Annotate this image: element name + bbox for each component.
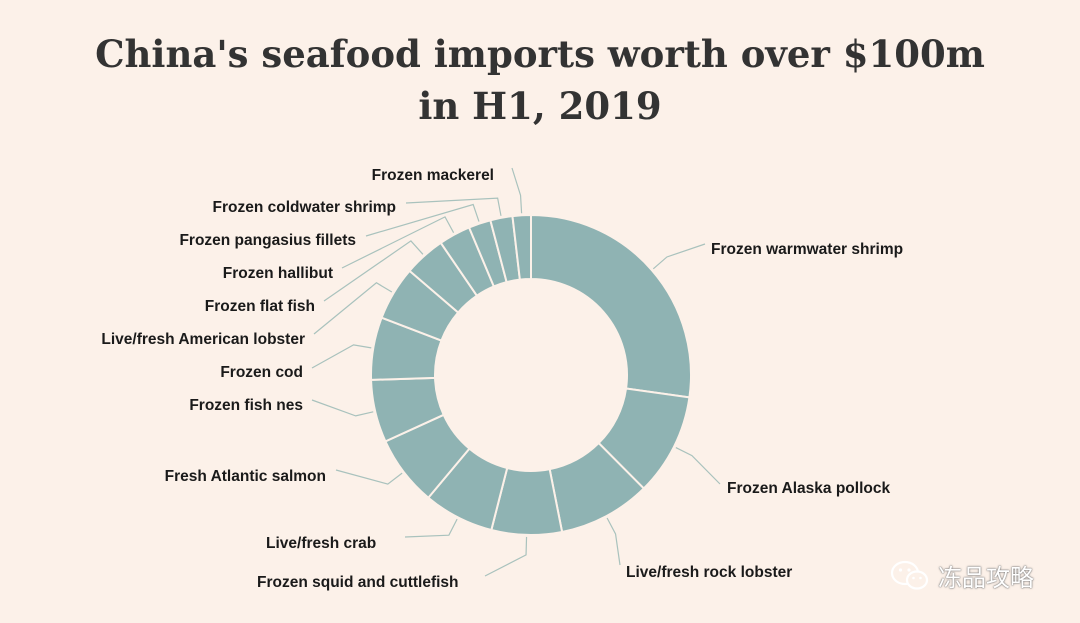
slice-label: Frozen fish nes bbox=[189, 397, 303, 414]
watermark: 冻品攻略 bbox=[890, 558, 1034, 593]
leader-line bbox=[335, 469, 403, 485]
leader-line bbox=[365, 203, 480, 237]
leader-line bbox=[652, 243, 706, 270]
slice-label: Frozen cod bbox=[220, 364, 303, 381]
leader-line bbox=[323, 240, 424, 302]
leader-line bbox=[313, 282, 393, 335]
slice-label: Frozen coldwater shrimp bbox=[213, 199, 396, 216]
chart-title-line: in H1, 2019 bbox=[418, 84, 662, 128]
slice-label: Fresh Atlantic salmon bbox=[165, 468, 326, 485]
slice-label: Frozen pangasius fillets bbox=[179, 232, 356, 249]
slice-label: Frozen warmwater shrimp bbox=[711, 241, 903, 258]
slice-label: Frozen Alaska pollock bbox=[727, 480, 890, 497]
slice-label: Live/fresh American lobster bbox=[101, 331, 305, 348]
leader-line bbox=[311, 344, 372, 369]
leader-line bbox=[404, 518, 458, 538]
watermark-text: 冻品攻略 bbox=[938, 564, 1034, 592]
chart-title: China's seafood imports worth over $100m… bbox=[0, 28, 1080, 132]
wechat-icon bbox=[890, 560, 929, 590]
slice-frozen-warmwater-shrimp bbox=[530, 213, 692, 399]
slice-label: Frozen squid and cuttlefish bbox=[257, 574, 459, 591]
slice-label: Frozen mackerel bbox=[372, 167, 494, 184]
leader-line bbox=[405, 197, 502, 216]
slice-label: Live/fresh crab bbox=[266, 535, 376, 552]
leader-line bbox=[484, 536, 528, 577]
leader-line bbox=[511, 167, 523, 214]
leader-line bbox=[341, 216, 455, 269]
slice-frozen-mackerel bbox=[511, 213, 532, 281]
slice-label: Live/fresh rock lobster bbox=[626, 564, 792, 581]
slice-label: Frozen hallibut bbox=[223, 265, 333, 282]
leader-line bbox=[606, 517, 621, 566]
slice-label: Frozen flat fish bbox=[205, 298, 315, 315]
leader-line bbox=[311, 399, 374, 417]
chart-title-line: China's seafood imports worth over $100m bbox=[95, 32, 985, 76]
leader-line bbox=[675, 447, 721, 485]
